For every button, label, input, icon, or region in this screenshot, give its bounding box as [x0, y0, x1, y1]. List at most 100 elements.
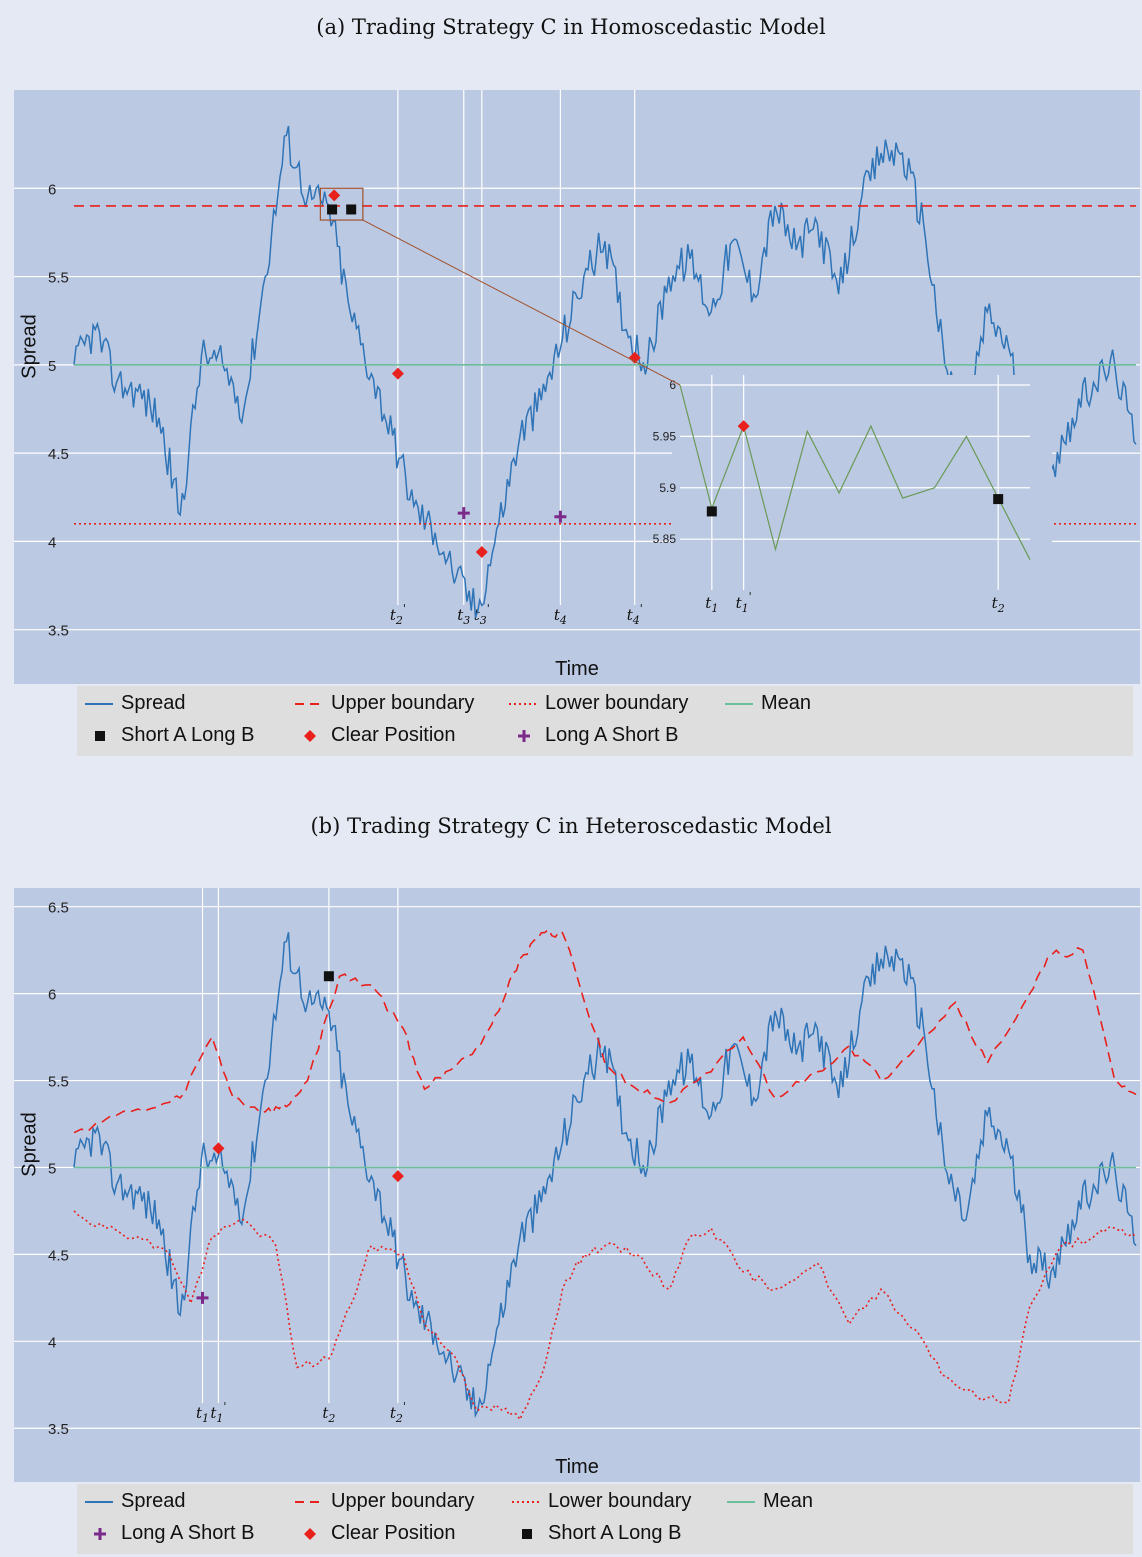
- panel-a-legend: Spread Upper boundary Lower boundary Mea…: [77, 686, 1133, 756]
- panel-b-series-upper-boundary-line: [73, 928, 1137, 1134]
- panel-b-y-tick-1: 4: [48, 1334, 56, 1351]
- panel-b-y-tick-5: 6: [48, 987, 56, 1004]
- panel-a-y-tick-4: 5.5: [48, 270, 69, 287]
- panel-b-legend: Spread Upper boundary Lower boundary Mea…: [77, 1484, 1133, 1554]
- legend-b-spread-swatch: [85, 1495, 115, 1509]
- panel-a-inset-short-marker-0: [706, 506, 717, 517]
- legend-a-lower: Lower boundary: [509, 692, 688, 715]
- legend-a-mean-swatch: [725, 697, 755, 711]
- panel-a-y-axis-label: Spread: [18, 314, 41, 379]
- panel-b-marker-long-a-short-b-0: [196, 1291, 209, 1304]
- panel-b-y-tick-6: 6.5: [48, 900, 69, 917]
- legend-b-long-label: Long A Short B: [121, 1522, 255, 1544]
- legend-a-short: Short A Long B: [85, 724, 254, 747]
- legend-a-long-label: Long A Short B: [545, 724, 679, 746]
- panel-b-y-axis-label: Spread: [18, 1112, 41, 1177]
- legend-a-upper: Upper boundary: [295, 692, 474, 715]
- panel-b-y-tick-2: 4.5: [48, 1247, 69, 1264]
- panel-b-marker-clear-position-1: [391, 1170, 404, 1183]
- legend-a-long-swatch: [509, 729, 539, 743]
- panel-a-marker-short-a-long-b-1: [346, 204, 357, 215]
- panel-a-event-label-3: t4: [554, 606, 567, 627]
- legend-b-mean-swatch: [727, 1495, 757, 1509]
- panel-a-y-tick-5: 6: [48, 181, 56, 198]
- legend-b-upper: Upper boundary: [295, 1490, 474, 1513]
- panel-a-zoom-connector: [362, 219, 681, 386]
- panel-a-inset-spread-line: [679, 384, 1031, 560]
- panel-b-marker-short-a-long-b-0: [323, 971, 334, 982]
- panel-a-plot-area: 3.5 4 4.5 5 5.5 6 t2' t3 t3' t4 t4' 5.85 5.9 5.95 6 t1 t…: [14, 90, 1140, 684]
- panel-a-chart-svg: 3.5 4 4.5 5 5.5 6 t2' t3 t3' t4 t4' 5.85 5.9 5.95 6 t1 t…: [14, 90, 1140, 640]
- panel-b-y-tick-0: 3.5: [48, 1421, 69, 1438]
- panel-a-inset-short-marker-1: [993, 494, 1004, 505]
- panel-a-inset-y-tick-2: 5.95: [653, 429, 677, 443]
- legend-a-spread-swatch: [85, 697, 115, 711]
- panel-a-inset-y-tick-1: 5.9: [659, 481, 676, 495]
- legend-b-clear-swatch: [295, 1527, 325, 1541]
- legend-a-clear: Clear Position: [295, 724, 456, 747]
- legend-b-long-swatch: [85, 1527, 115, 1541]
- legend-a-upper-label: Upper boundary: [331, 692, 475, 714]
- panel-a-marker-short-a-long-b-0: [327, 204, 338, 215]
- legend-a-short-label: Short A Long B: [121, 724, 255, 746]
- panel-a-inset-clear-marker-0: [737, 420, 750, 433]
- legend-b-long: Long A Short B: [85, 1522, 254, 1545]
- panel-a-inset-event-label-2: t2: [992, 594, 1005, 615]
- panel-b-event-label-2: t2: [322, 1404, 335, 1425]
- panel-a-title: (a) Trading Strategy C in Homoscedastic …: [316, 15, 826, 39]
- panel-b-event-label-1: t1': [210, 1400, 226, 1425]
- panel-a-event-label-2: t3': [474, 602, 490, 627]
- panel-b-chart-svg: 3.5 4 4.5 5 5.5 6 6.5 t1 t1' t2 t2': [14, 888, 1140, 1438]
- legend-b-mean: Mean: [727, 1490, 813, 1513]
- panel-b-series-lower-boundary-line: [73, 1210, 1137, 1422]
- legend-b-short-label: Short A Long B: [548, 1522, 682, 1544]
- legend-a-clear-label: Clear Position: [331, 724, 456, 746]
- panel-a-marker-clear-position-3: [628, 351, 641, 364]
- legend-a-spread-label: Spread: [121, 692, 186, 714]
- panel-a-marker-long-a-short-b-1: [554, 510, 567, 523]
- legend-a-lower-label: Lower boundary: [545, 692, 689, 714]
- panel-a-marker-clear-position-1: [391, 367, 404, 380]
- legend-a-clear-swatch: [295, 729, 325, 743]
- panel-a-y-tick-1: 4: [48, 534, 56, 551]
- panel-a-event-label-4: t4': [627, 602, 643, 627]
- legend-b-short-swatch: [512, 1527, 542, 1541]
- panel-a-inset-y-tick-0: 5.85: [653, 532, 677, 546]
- legend-b-short: Short A Long B: [512, 1522, 681, 1545]
- legend-b-clear-label: Clear Position: [331, 1522, 456, 1544]
- legend-a-upper-swatch: [295, 697, 325, 711]
- panel-a-event-label-0: t2': [390, 602, 406, 627]
- panel-a-inset-event-label-0: t1: [705, 594, 718, 615]
- panel-b-plot-area: 3.5 4 4.5 5 5.5 6 6.5 t1 t1' t2 t2' Time Spread: [14, 888, 1140, 1482]
- panel-a-inset-y-tick-3: 6: [669, 378, 676, 392]
- legend-b-lower-swatch: [512, 1495, 542, 1509]
- legend-b-upper-swatch: [295, 1495, 325, 1509]
- legend-b-upper-label: Upper boundary: [331, 1490, 475, 1512]
- legend-a-long: Long A Short B: [509, 724, 678, 747]
- panel-a-marker-clear-position-2: [475, 546, 488, 558]
- panel-a-event-label-1: t3: [457, 606, 470, 627]
- panel-b-marker-clear-position-0: [212, 1142, 225, 1155]
- panel-a-zoom-box: [319, 187, 364, 221]
- panel-a-y-tick-0: 3.5: [48, 623, 69, 640]
- legend-b-lower-label: Lower boundary: [548, 1490, 692, 1512]
- legend-a-short-swatch: [85, 729, 115, 743]
- panel-b-event-label-0: t1: [196, 1404, 209, 1425]
- panel-a-inset: 5.85 5.9 5.95 6 t1 t1' t2: [653, 375, 1052, 615]
- panel-a-inset-event-label-1: t1': [736, 590, 752, 615]
- legend-b-spread: Spread: [85, 1490, 186, 1513]
- panel-a-marker-clear-position-0: [328, 189, 341, 202]
- legend-b-spread-label: Spread: [121, 1490, 186, 1512]
- panel-b-y-tick-3: 5: [48, 1160, 56, 1177]
- panel-b-y-tick-4: 5.5: [48, 1074, 69, 1091]
- legend-a-mean: Mean: [725, 692, 811, 715]
- panel-a-marker-long-a-short-b-0: [457, 507, 470, 520]
- panel-b-title: (b) Trading Strategy C in Heteroscedasti…: [310, 814, 832, 838]
- panel-a-x-axis-label: Time: [555, 658, 599, 680]
- legend-a-lower-swatch: [509, 697, 539, 711]
- legend-b-mean-label: Mean: [763, 1490, 814, 1512]
- legend-b-clear: Clear Position: [295, 1522, 456, 1545]
- panel-a-y-tick-2: 4.5: [48, 446, 69, 463]
- panel-b-x-axis-label: Time: [555, 1456, 599, 1478]
